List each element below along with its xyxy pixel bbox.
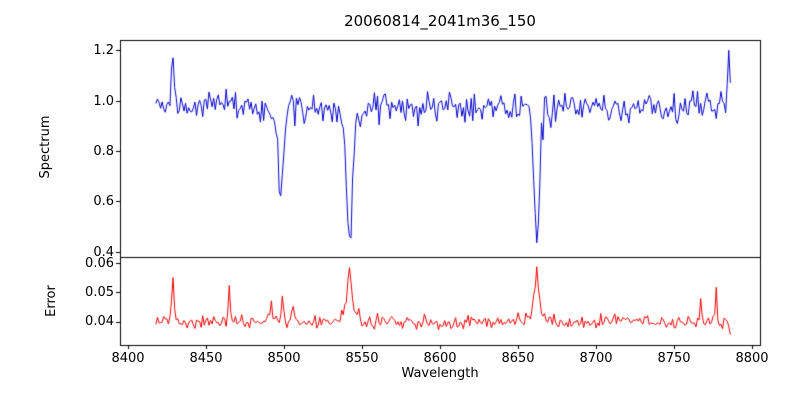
ytick-error-0.06: 0.06 (85, 256, 114, 271)
x-axis-label: Wavelength (401, 366, 479, 381)
ytick-spectrum-0.6: 0.6 (93, 194, 114, 209)
xtick-8700: 8700 (579, 351, 613, 366)
ytick-spectrum-0.4: 0.4 (93, 245, 114, 260)
xtick-8500: 8500 (267, 351, 301, 366)
ytick-spectrum-0.8: 0.8 (93, 144, 114, 159)
xtick-8800: 8800 (735, 351, 769, 366)
y-axis-label-spectrum: Spectrum (38, 115, 53, 179)
xtick-8600: 8600 (423, 351, 457, 366)
xtick-8400: 8400 (111, 351, 145, 366)
ytick-error-0.04: 0.04 (85, 314, 114, 329)
xtick-8750: 8750 (657, 351, 691, 366)
ytick-spectrum-1.0: 1.0 (93, 94, 114, 109)
xtick-8450: 8450 (189, 351, 223, 366)
ytick-spectrum-1.2: 1.2 (93, 43, 114, 58)
y-axis-label-error: Error (44, 285, 59, 317)
xtick-8550: 8550 (345, 351, 379, 366)
xtick-8650: 8650 (501, 351, 535, 366)
chart-title: 20060814_2041m36_150 (344, 12, 536, 30)
ytick-error-0.05: 0.05 (85, 285, 114, 300)
